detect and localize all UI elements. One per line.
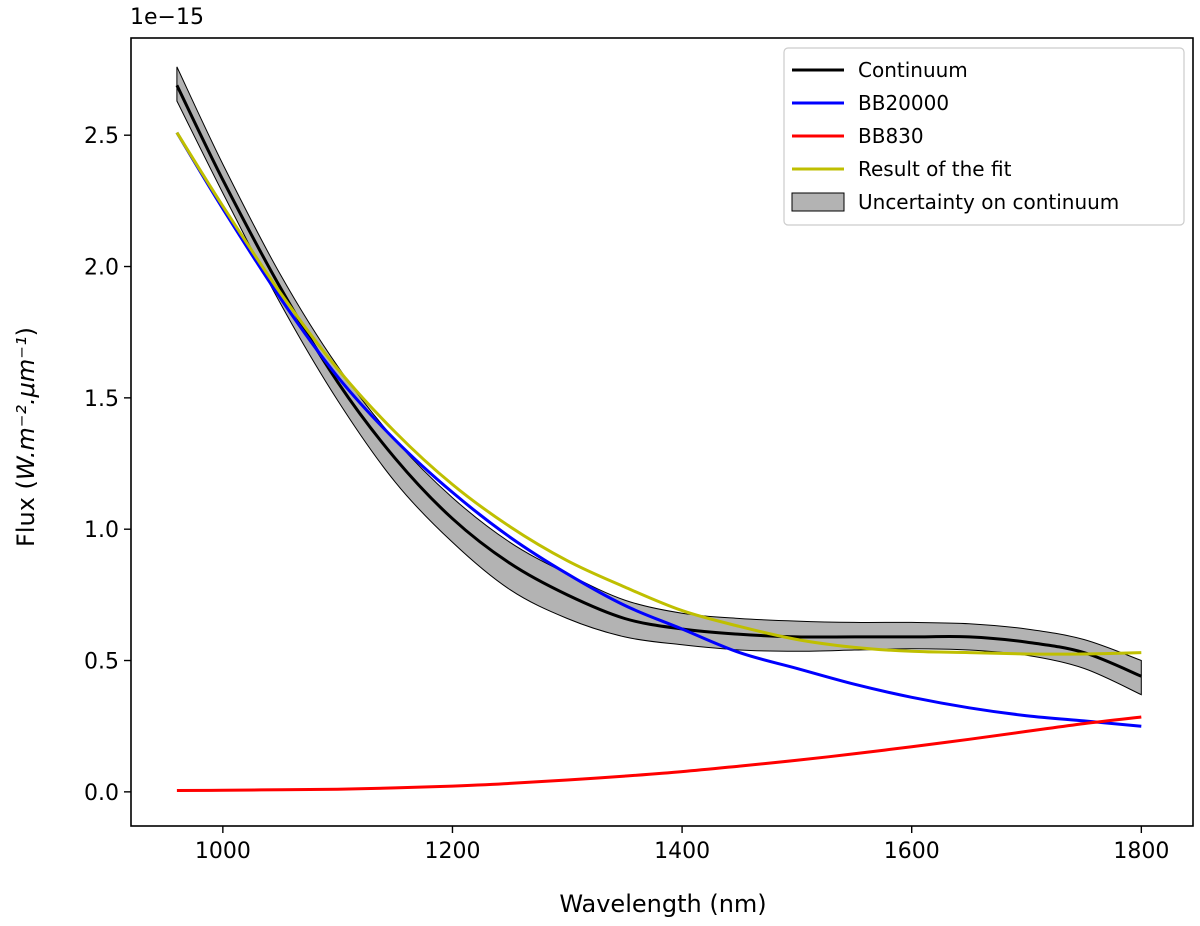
legend-label: Uncertainty on continuum — [858, 190, 1119, 214]
axes-frame — [130, 37, 1194, 827]
series-line-bb830 — [176, 715, 1142, 792]
series-line-result-of-the-fit — [175, 131, 1142, 656]
plot-area — [175, 66, 1142, 792]
legend-swatch — [791, 192, 845, 212]
x-tick-label: 1200 — [424, 839, 480, 864]
x-tick-label: 1600 — [884, 839, 940, 864]
y-axis-label-prefix: Flux ( — [12, 480, 40, 547]
legend-label: Continuum — [858, 58, 968, 82]
uncertainty-band — [176, 66, 1142, 696]
y-axis-label: Flux (W.m⁻².μm⁻¹) — [12, 327, 40, 547]
y-tick-label: 0.5 — [84, 650, 119, 675]
y-offset-label: 1e−15 — [130, 5, 204, 30]
y-tick-label: 2.0 — [84, 256, 119, 281]
y-tick-label: 1.0 — [84, 518, 119, 543]
y-axis-label-suffix: ) — [12, 327, 40, 336]
y-axis-label-units: W.m⁻².μm⁻¹ — [12, 336, 40, 480]
legend-label: BB20000 — [858, 91, 949, 115]
legend-box — [783, 47, 1185, 226]
x-tick-label: 1400 — [654, 839, 710, 864]
legend: Continuum BB20000 BB830 Result of the fit Un… — [783, 47, 1185, 226]
series-line-bb20000 — [175, 131, 1142, 728]
x-tick-label: 1000 — [195, 839, 251, 864]
y-tick-label: 1.5 — [84, 387, 119, 412]
x-axis-label: Wavelength (nm) — [559, 890, 766, 918]
legend-label: Result of the fit — [858, 157, 1012, 181]
legend-label: BB830 — [858, 124, 924, 148]
y-tick-label: 2.5 — [84, 124, 119, 149]
x-tick-label: 1800 — [1113, 839, 1169, 864]
y-tick-label: 0.0 — [84, 781, 119, 806]
axes: 1000 1200 1400 1600 1800 0.0 0.5 1.0 1.5 2.0 2.5 — [84, 37, 1194, 864]
